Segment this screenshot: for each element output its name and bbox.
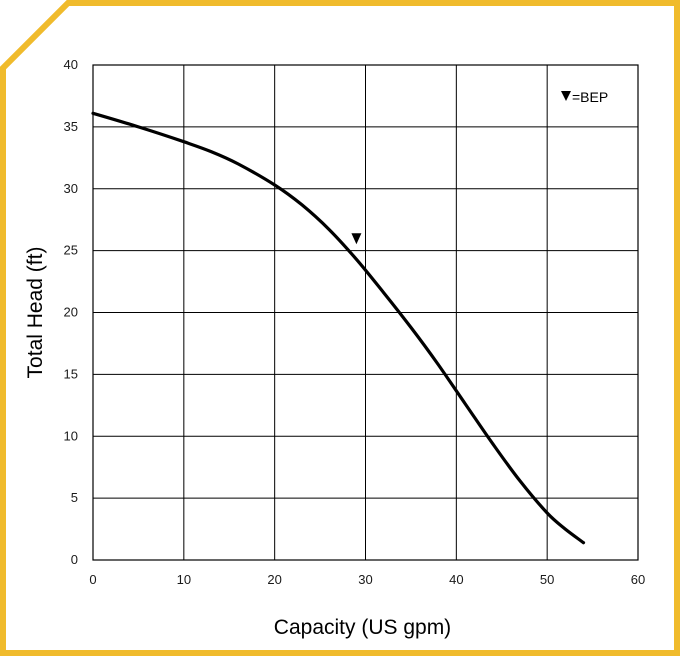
x-tick-label: 60: [631, 572, 645, 587]
annotation-layer: [351, 233, 362, 245]
y-tick-label: 15: [64, 366, 78, 381]
x-tick-label: 20: [267, 572, 281, 587]
legend-bep-triangle-icon: [561, 91, 571, 101]
y-tick-label: 10: [64, 428, 78, 443]
legend-label: =BEP: [572, 89, 608, 105]
x-tick-label: 50: [540, 572, 554, 587]
x-tick-label: 40: [449, 572, 463, 587]
y-tick-label: 20: [64, 305, 78, 320]
x-tick-label: 10: [177, 572, 191, 587]
legend: =BEP: [561, 89, 608, 105]
y-tick-label: 0: [71, 552, 78, 567]
series-line-0: [91, 111, 586, 545]
x-tick-label: 0: [89, 572, 96, 587]
bep-marker-triangle-icon: [351, 233, 362, 245]
y-axis-ticks: 0 5 10 15 20 25 30 35 40: [64, 57, 78, 567]
y-tick-label: 25: [64, 243, 78, 258]
y-tick-label: 40: [64, 57, 78, 72]
plot-area: [92, 64, 639, 561]
x-axis-ticks: 0 10 20 30 40 50 60: [89, 572, 645, 587]
x-tick-label: 30: [358, 572, 372, 587]
series-layer: [91, 111, 586, 545]
y-tick-label: 30: [64, 181, 78, 196]
y-tick-label: 35: [64, 119, 78, 134]
y-axis-title: Total Head (ft): [24, 247, 47, 379]
x-axis-title: Capacity (US gpm): [274, 616, 451, 639]
y-tick-label: 5: [71, 490, 78, 505]
